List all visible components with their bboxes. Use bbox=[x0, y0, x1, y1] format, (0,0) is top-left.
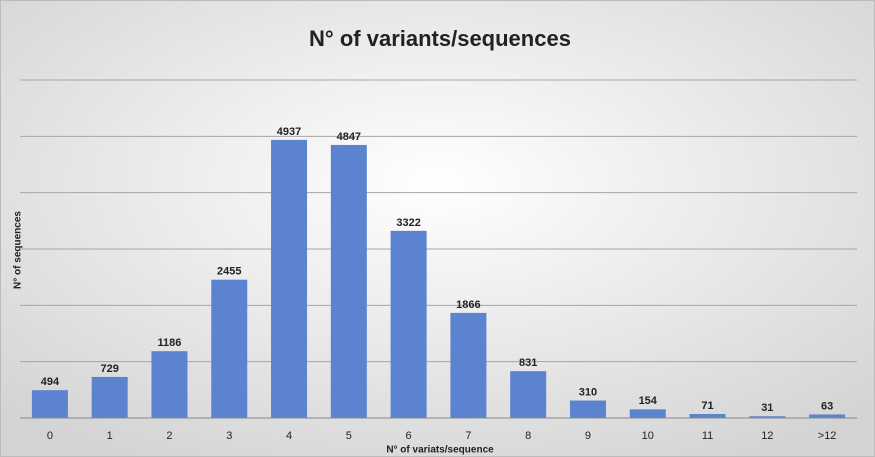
bar bbox=[809, 414, 846, 418]
bar bbox=[211, 279, 248, 418]
data-label: 63 bbox=[821, 400, 833, 412]
data-label: 310 bbox=[579, 386, 597, 398]
x-tick-label: >12 bbox=[818, 430, 837, 442]
x-axis-label: N° of variats/sequence bbox=[386, 445, 494, 456]
data-label: 4847 bbox=[337, 131, 361, 143]
bar bbox=[569, 400, 606, 418]
data-label: 494 bbox=[41, 376, 60, 388]
bar bbox=[689, 414, 726, 418]
x-tick-label: 2 bbox=[166, 430, 172, 442]
bar bbox=[151, 351, 188, 418]
x-tick-label: 8 bbox=[525, 430, 531, 442]
bar bbox=[271, 139, 308, 419]
bar bbox=[330, 144, 367, 418]
data-label: 3322 bbox=[396, 217, 420, 229]
bar bbox=[31, 390, 68, 418]
bar bbox=[91, 376, 128, 418]
chart-title: N° of variants/sequences bbox=[309, 26, 571, 51]
bar bbox=[390, 230, 427, 418]
x-tick-label: 12 bbox=[761, 430, 773, 442]
data-label: 831 bbox=[519, 357, 537, 369]
x-tick-label: 9 bbox=[585, 430, 591, 442]
data-label: 2455 bbox=[217, 266, 241, 278]
data-label: 4937 bbox=[277, 126, 301, 138]
x-tick-label: 0 bbox=[47, 430, 53, 442]
bar bbox=[450, 312, 487, 418]
x-tick-label: 3 bbox=[226, 430, 232, 442]
bar bbox=[510, 371, 547, 418]
x-tick-label: 11 bbox=[702, 430, 713, 442]
data-label: 1866 bbox=[456, 299, 480, 311]
bar bbox=[629, 409, 666, 418]
data-label: 71 bbox=[701, 400, 713, 412]
x-tick-label: 10 bbox=[642, 430, 654, 442]
data-label: 1186 bbox=[158, 337, 182, 349]
x-tick-label: 1 bbox=[107, 430, 113, 442]
data-label: 31 bbox=[761, 402, 773, 414]
data-label: 729 bbox=[100, 363, 118, 375]
y-axis-label: N° of sequences bbox=[13, 211, 24, 289]
data-label: 154 bbox=[639, 395, 658, 407]
x-tick-label: 7 bbox=[465, 430, 471, 442]
x-tick-label: 4 bbox=[286, 430, 292, 442]
x-tick-label: 5 bbox=[346, 430, 352, 442]
bar bbox=[749, 416, 786, 418]
x-tick-label: 6 bbox=[406, 430, 412, 442]
